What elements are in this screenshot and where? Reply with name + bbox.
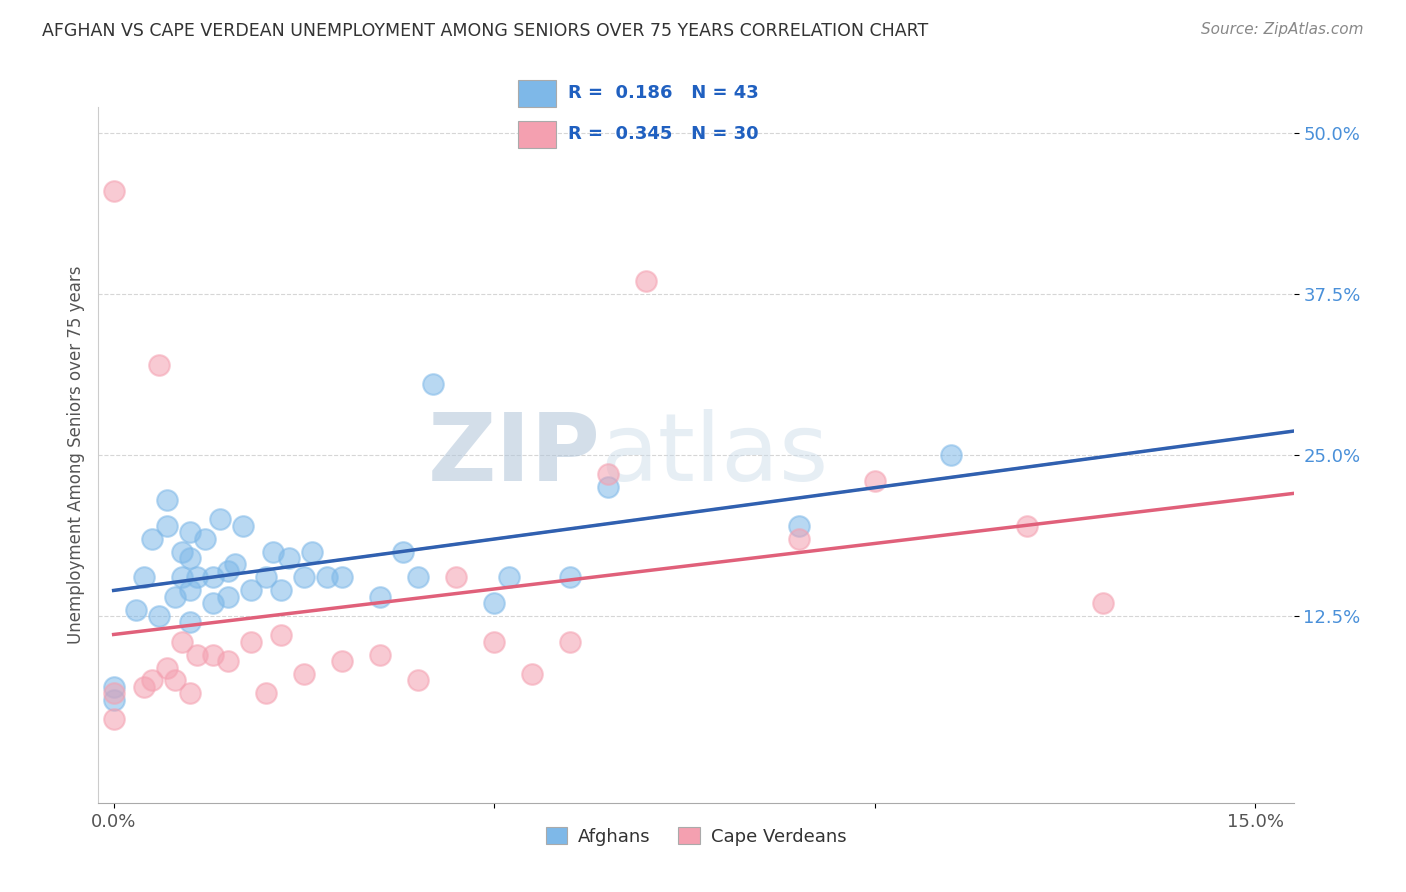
Point <box>406 570 429 584</box>
Point <box>787 518 810 533</box>
Point <box>330 654 353 668</box>
Point <box>224 558 246 572</box>
Point <box>148 358 170 372</box>
Point <box>217 590 239 604</box>
Point <box>254 570 277 584</box>
Point <box>598 480 620 494</box>
Point <box>217 654 239 668</box>
Point <box>368 648 391 662</box>
Point <box>163 673 186 688</box>
Point <box>103 686 125 700</box>
Legend: Afghans, Cape Verdeans: Afghans, Cape Verdeans <box>538 821 853 853</box>
Point <box>522 667 544 681</box>
Point <box>392 544 415 558</box>
Point <box>939 448 962 462</box>
Point <box>141 532 163 546</box>
Y-axis label: Unemployment Among Seniors over 75 years: Unemployment Among Seniors over 75 years <box>66 266 84 644</box>
Point <box>368 590 391 604</box>
Point <box>179 525 201 540</box>
Point <box>239 583 262 598</box>
Point <box>103 184 125 198</box>
Bar <box>517 80 557 107</box>
Point <box>422 377 444 392</box>
Point <box>172 570 194 584</box>
Point <box>201 570 224 584</box>
Point <box>132 570 155 584</box>
Point <box>209 512 232 526</box>
Point <box>292 667 315 681</box>
Point <box>330 570 353 584</box>
Text: atlas: atlas <box>600 409 828 501</box>
Point <box>148 609 170 624</box>
Point <box>172 544 194 558</box>
Point <box>636 274 658 288</box>
Text: ZIP: ZIP <box>427 409 600 501</box>
Point <box>598 467 620 482</box>
Text: Source: ZipAtlas.com: Source: ZipAtlas.com <box>1201 22 1364 37</box>
Point <box>301 544 323 558</box>
Point <box>103 692 125 706</box>
Point <box>194 532 217 546</box>
Point <box>863 474 886 488</box>
Point <box>254 686 277 700</box>
Point <box>179 551 201 566</box>
Point <box>270 583 292 598</box>
Point <box>201 596 224 610</box>
Point <box>315 570 337 584</box>
Point <box>277 551 299 566</box>
Point <box>560 634 582 648</box>
Point <box>186 648 208 662</box>
Point <box>787 532 810 546</box>
Point <box>156 493 179 508</box>
Point <box>179 583 201 598</box>
Bar <box>517 120 557 147</box>
Point <box>179 615 201 630</box>
Point <box>270 628 292 642</box>
Point <box>239 634 262 648</box>
Point <box>406 673 429 688</box>
Text: AFGHAN VS CAPE VERDEAN UNEMPLOYMENT AMONG SENIORS OVER 75 YEARS CORRELATION CHAR: AFGHAN VS CAPE VERDEAN UNEMPLOYMENT AMON… <box>42 22 928 40</box>
Text: R =  0.345   N = 30: R = 0.345 N = 30 <box>568 125 759 143</box>
Point <box>103 712 125 726</box>
Point <box>484 634 506 648</box>
Point <box>444 570 467 584</box>
Point <box>1017 518 1039 533</box>
Point <box>179 686 201 700</box>
Point <box>1092 596 1115 610</box>
Point <box>156 660 179 674</box>
Point <box>156 518 179 533</box>
Point <box>186 570 208 584</box>
Point <box>172 634 194 648</box>
Text: R =  0.186   N = 43: R = 0.186 N = 43 <box>568 85 759 103</box>
Point <box>263 544 285 558</box>
Point <box>217 564 239 578</box>
Point <box>498 570 520 584</box>
Point <box>292 570 315 584</box>
Point <box>560 570 582 584</box>
Point <box>125 602 148 616</box>
Point <box>484 596 506 610</box>
Point <box>201 648 224 662</box>
Point <box>132 680 155 694</box>
Point <box>232 518 254 533</box>
Point <box>103 680 125 694</box>
Point <box>141 673 163 688</box>
Point <box>163 590 186 604</box>
